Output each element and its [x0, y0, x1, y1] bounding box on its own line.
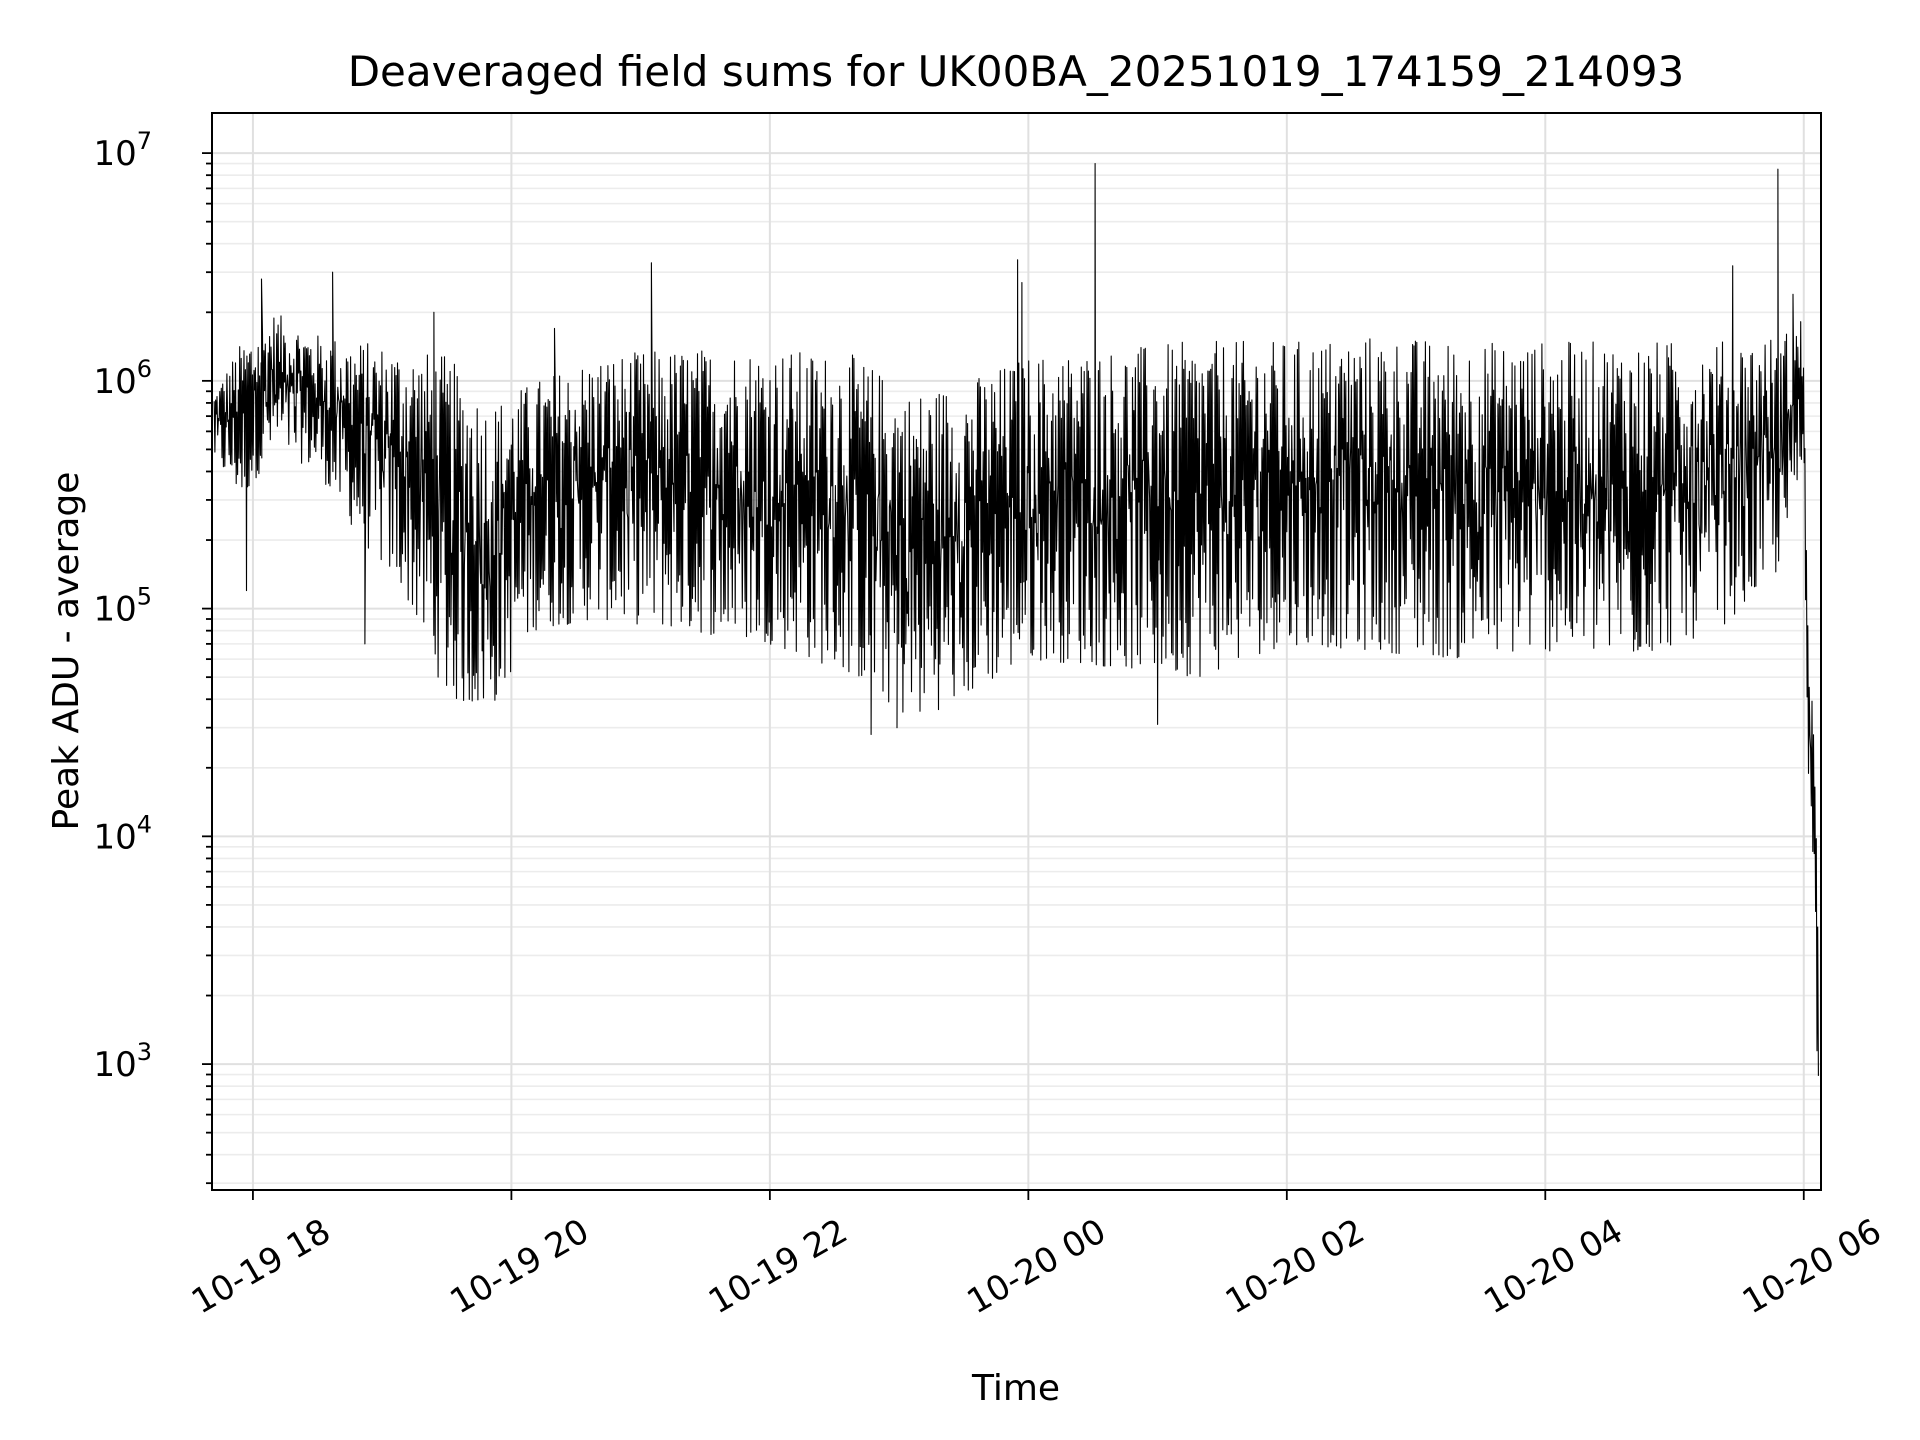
x-tick-label: 10-20 04 [1477, 1211, 1629, 1322]
x-tick-label: 10-19 18 [185, 1211, 337, 1322]
y-tick-label: 107 [93, 127, 152, 174]
y-axis-tick-labels: 103 104 105 106 107 [93, 127, 152, 1085]
y-axis-label: Peak ADU - average [46, 472, 87, 831]
x-tick-label: 10-20 06 [1736, 1211, 1888, 1322]
x-tick-label: 10-19 22 [702, 1211, 854, 1322]
x-tick-label: 10-20 00 [960, 1211, 1112, 1322]
x-axis-label: Time [971, 1368, 1060, 1409]
y-tick-label: 106 [93, 355, 152, 402]
x-tick-label: 10-19 20 [444, 1211, 596, 1322]
series-line [213, 162, 1819, 1076]
chart-title: Deaveraged field sums for UK00BA_2025101… [348, 47, 1685, 96]
x-tick-label: 10-20 02 [1219, 1211, 1371, 1322]
x-axis-tick-labels: 10-19 18 10-19 20 10-19 22 10-20 00 10-20 02… [185, 1211, 1888, 1322]
axis-ticks [202, 152, 1805, 1200]
y-tick-label: 103 [93, 1038, 152, 1085]
y-tick-label: 105 [93, 583, 152, 630]
plot-frame [211, 112, 1822, 1191]
y-tick-label: 104 [93, 810, 152, 857]
